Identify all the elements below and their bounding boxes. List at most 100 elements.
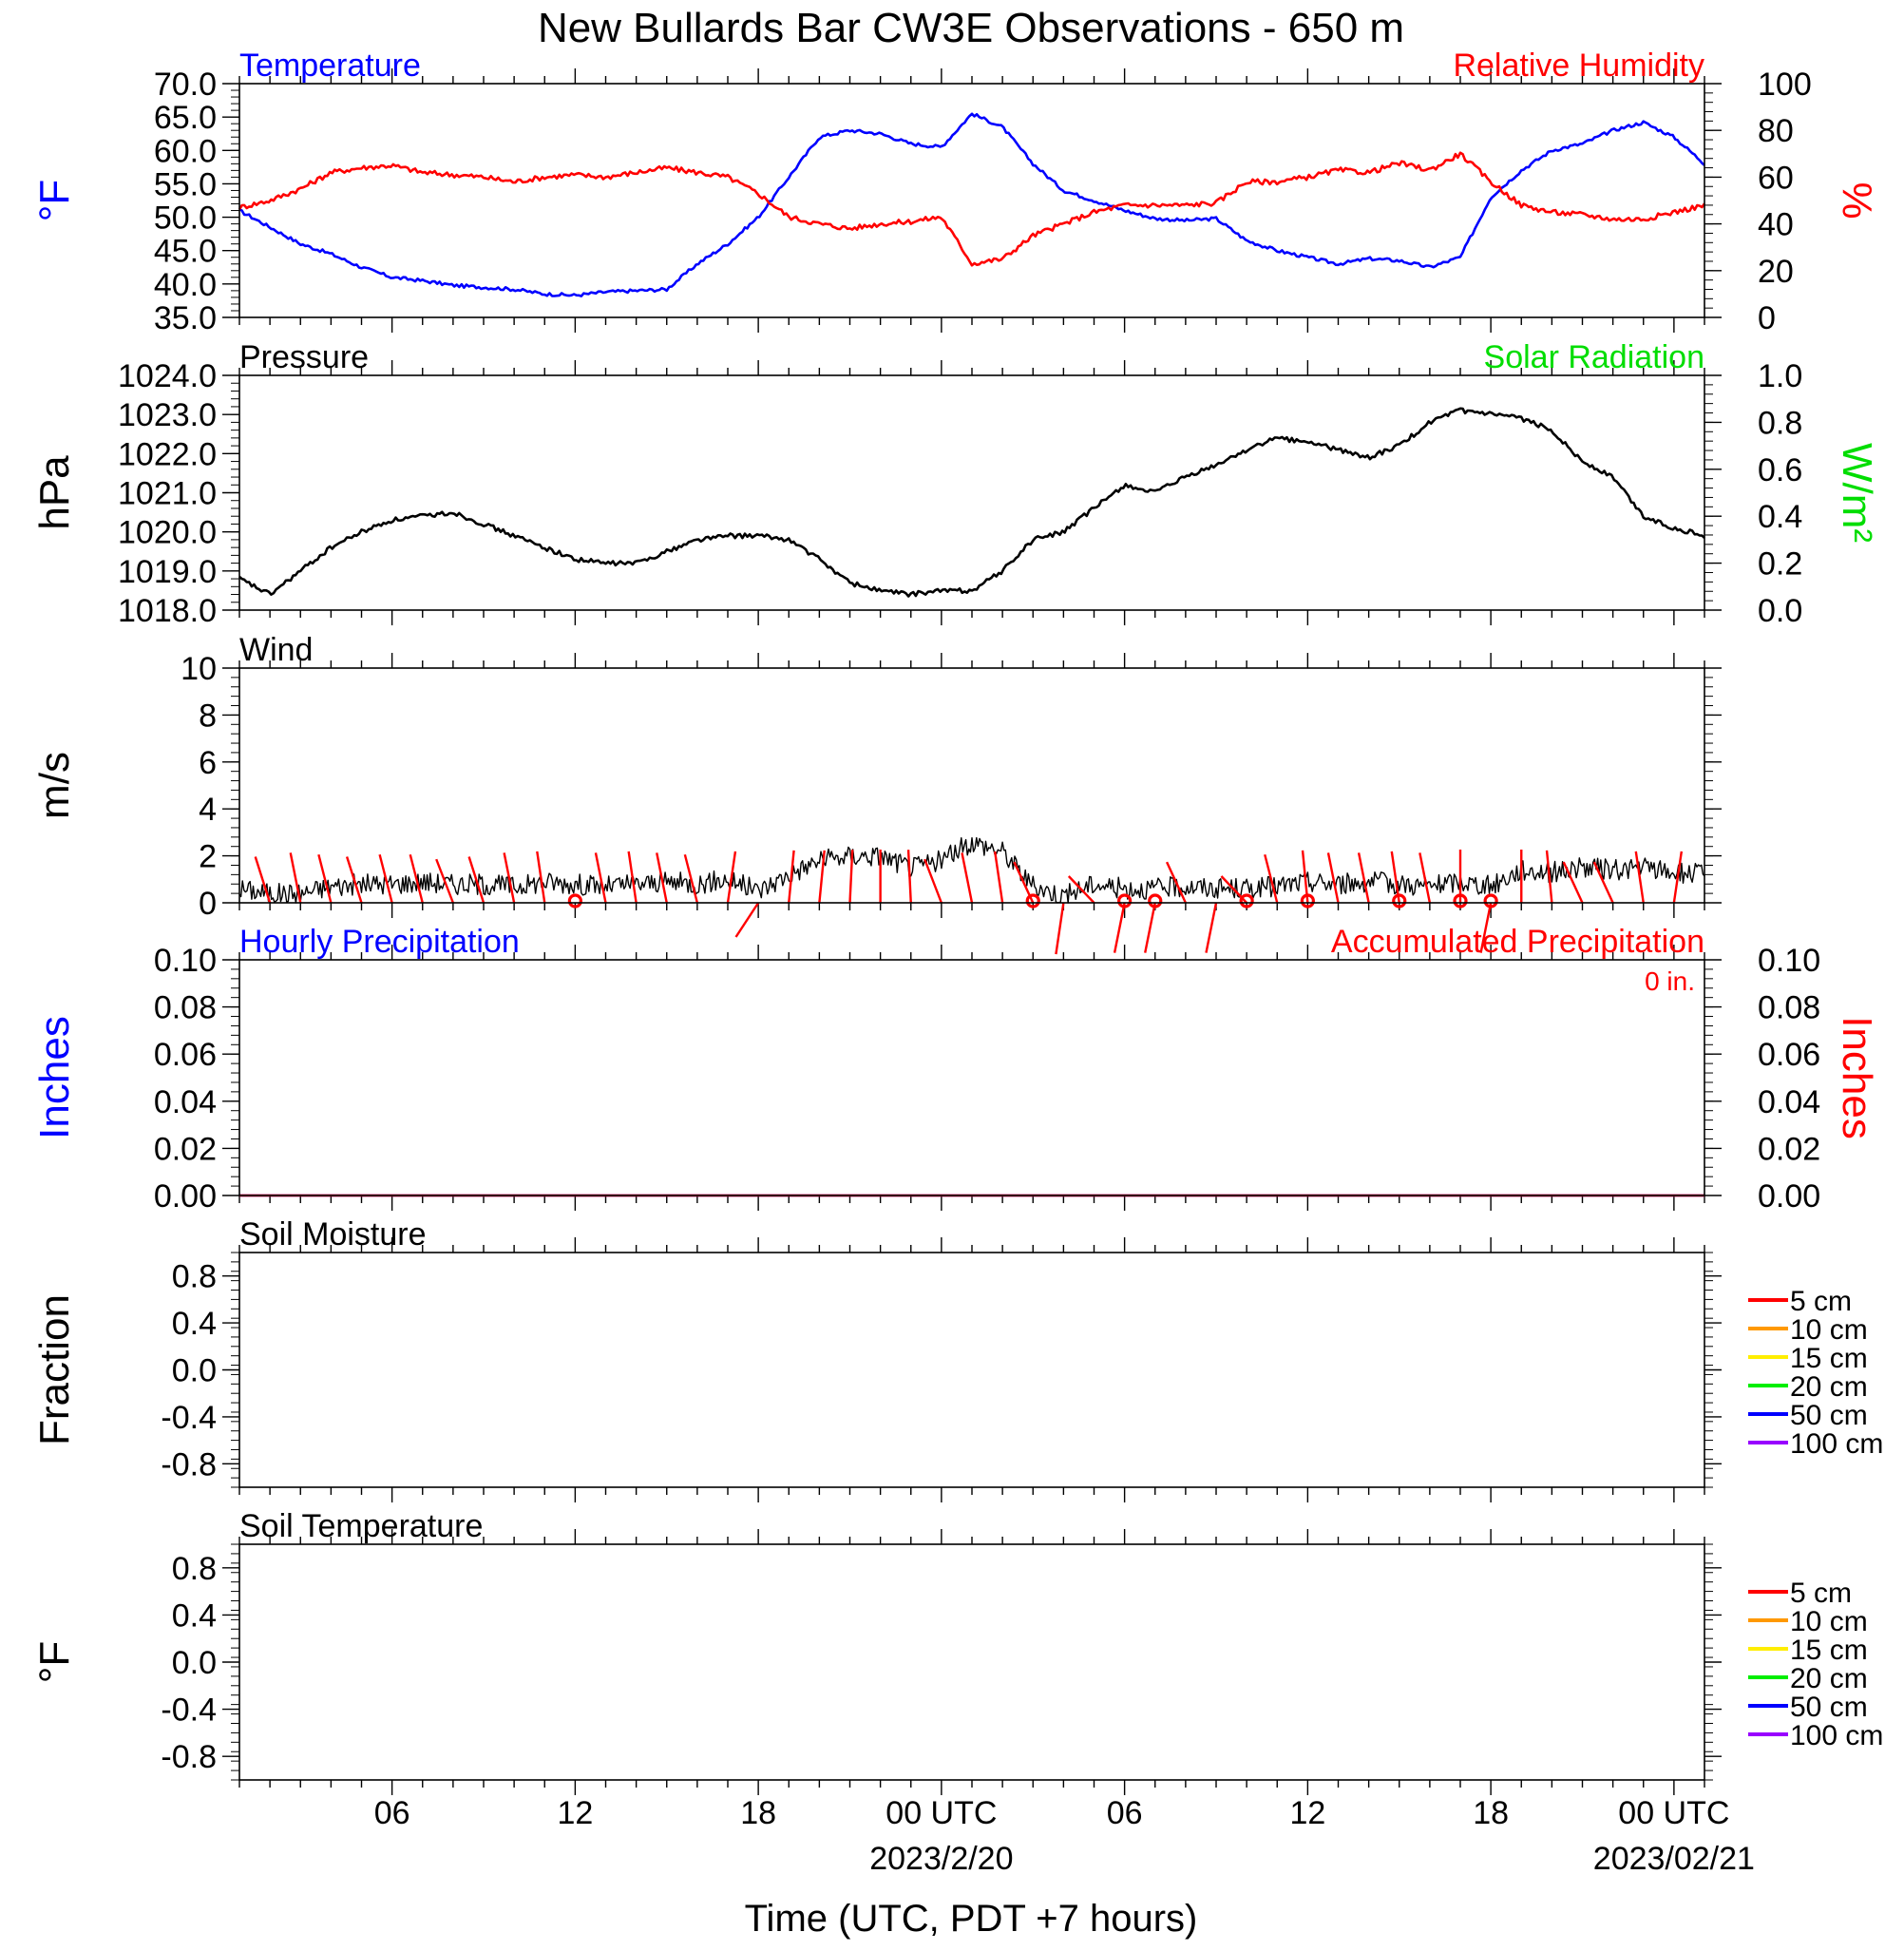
legend-label: 10 cm [1790,1606,1868,1637]
wind-barb [1357,852,1370,904]
panel-title-left: Wind [239,632,313,668]
y-tick-label: 0.8 [172,1551,217,1587]
x-tick-date-label: 2023/02/21 [1593,1841,1755,1877]
wind-barb [1264,853,1279,904]
x-tick-label: 06 [374,1795,410,1831]
y-tick-label: 0.4 [172,1306,217,1342]
x-tick-label: 18 [740,1795,776,1831]
y-tick-label: -0.4 [161,1400,217,1436]
y-tick-label: 1020.0 [118,515,217,551]
series-line-temperature [238,112,1705,297]
wind-barb [1113,902,1126,953]
y-axis-label-right: Inches [1834,1016,1880,1139]
series-line-relative-humidity [238,151,1706,267]
panel-title-right: Solar Radiation [1484,339,1704,375]
wind-barb [378,853,393,904]
y-right-tick-label: 0.08 [1758,990,1820,1026]
x-tick-label: 12 [1289,1795,1325,1831]
panel-title-right: Relative Humidity [1453,48,1704,84]
wind-barb [1055,902,1065,955]
y-tick-label: 70.0 [154,67,217,103]
y-right-tick-label: 1.0 [1758,358,1802,394]
y-right-tick-label: 0.04 [1758,1084,1820,1120]
x-tick-label: 12 [557,1795,593,1831]
wind-barb [656,852,668,904]
y-axis-label: Inches [31,1016,78,1139]
y-right-tick-label: 0.10 [1758,943,1820,979]
panel-precipitation: 0.10 0.08 0.06 0.04 0.02 0.00 0.10 0.08 0.06 0.04… [31,924,1880,1215]
x-tick-label: 00 UTC [1618,1795,1729,1831]
panel-title-left: Soil Temperature [239,1508,483,1544]
y-tick-label: -0.8 [161,1446,217,1482]
y-right-tick-label: 0.0 [1758,593,1802,629]
y-axis-label: hPa [31,455,78,530]
wind-barb [923,858,942,904]
y-tick-label: 4 [199,792,217,828]
wind-barb [961,852,974,904]
y-right-tick-label: 20 [1758,254,1794,290]
x-axis-label: Time (UTC, PDT +7 hours) [745,1898,1198,1940]
legend-label: 5 cm [1790,1286,1852,1317]
wind-barb [1592,861,1614,904]
panel-title-left: Pressure [239,339,369,375]
legend-label: 5 cm [1790,1578,1852,1609]
wind-barb [1165,861,1187,904]
wind-barb [254,856,272,904]
panel-title-right: Accumulated Precipitation [1331,924,1704,960]
wind-barb [627,851,638,904]
panel-title-left: Hourly Precipitation [239,924,520,960]
legend-label: 15 cm [1790,1343,1868,1374]
y-right-tick-label: 0.00 [1758,1178,1820,1215]
calm-wind-marker [567,893,582,909]
y-tick-label: 45.0 [154,234,217,270]
plot-frame [238,667,1705,904]
calm-wind-marker [1300,893,1315,909]
wind-barb [594,852,607,904]
y-tick-label: 40.0 [154,267,217,303]
y-tick-label: 0 [199,886,217,922]
accumulated-annotation: 0 in. [1645,966,1695,996]
wind-barb [993,851,1004,904]
wind-barb [345,856,363,904]
panel-temperature-humidity: 70.065.060.055.050.045.040.035.0 100 80 60 4… [31,48,1880,336]
series-line-pressure [238,407,1705,598]
plot-frame [238,83,1705,318]
y-tick-label: 0.02 [154,1131,217,1167]
x-tick-label: 06 [1107,1795,1143,1831]
panels: 70.065.060.055.050.045.040.035.010080604… [31,48,1883,1877]
y-tick-label: 10 [181,651,217,687]
y-tick-label: 1018.0 [118,593,217,629]
y-tick-label: 0.0 [172,1353,217,1389]
wind-barb [503,852,516,904]
calm-wind-marker [1483,893,1498,909]
y-tick-label: 1023.0 [118,397,217,433]
panel-wind: 10 8 6 4 2 0 Wind m/s [31,632,1722,955]
calm-wind-marker [1239,893,1254,909]
wind-barb [726,851,737,904]
wind-barb [906,850,912,904]
wind-barb [788,850,795,904]
calm-wind-marker [1025,893,1040,909]
wind-barb [1418,852,1432,904]
y-right-tick-label: 0.06 [1758,1037,1820,1073]
y-right-tick-label: 0 [1758,300,1776,336]
wind-barb [1205,902,1218,953]
calm-wind-marker [1392,893,1407,909]
y-tick-label: 1019.0 [118,554,217,590]
legend-label: 100 cm [1790,1720,1883,1751]
y-tick-label: 2 [199,839,217,875]
wind-barb [435,858,454,904]
x-tick-label: 18 [1473,1795,1509,1831]
y-axis-label: °F [31,180,78,221]
y-tick-label: -0.8 [161,1739,217,1775]
wind-barb [848,850,854,904]
wind-barb [734,902,760,938]
calm-wind-marker [1453,893,1468,909]
y-tick-label: 1022.0 [118,436,217,472]
y-right-tick-label: 60 [1758,160,1794,196]
wind-barb [317,853,333,904]
wind-barb [536,851,546,904]
y-tick-label: -0.4 [161,1693,217,1729]
panel-title-left: Soil Moisture [239,1216,427,1253]
